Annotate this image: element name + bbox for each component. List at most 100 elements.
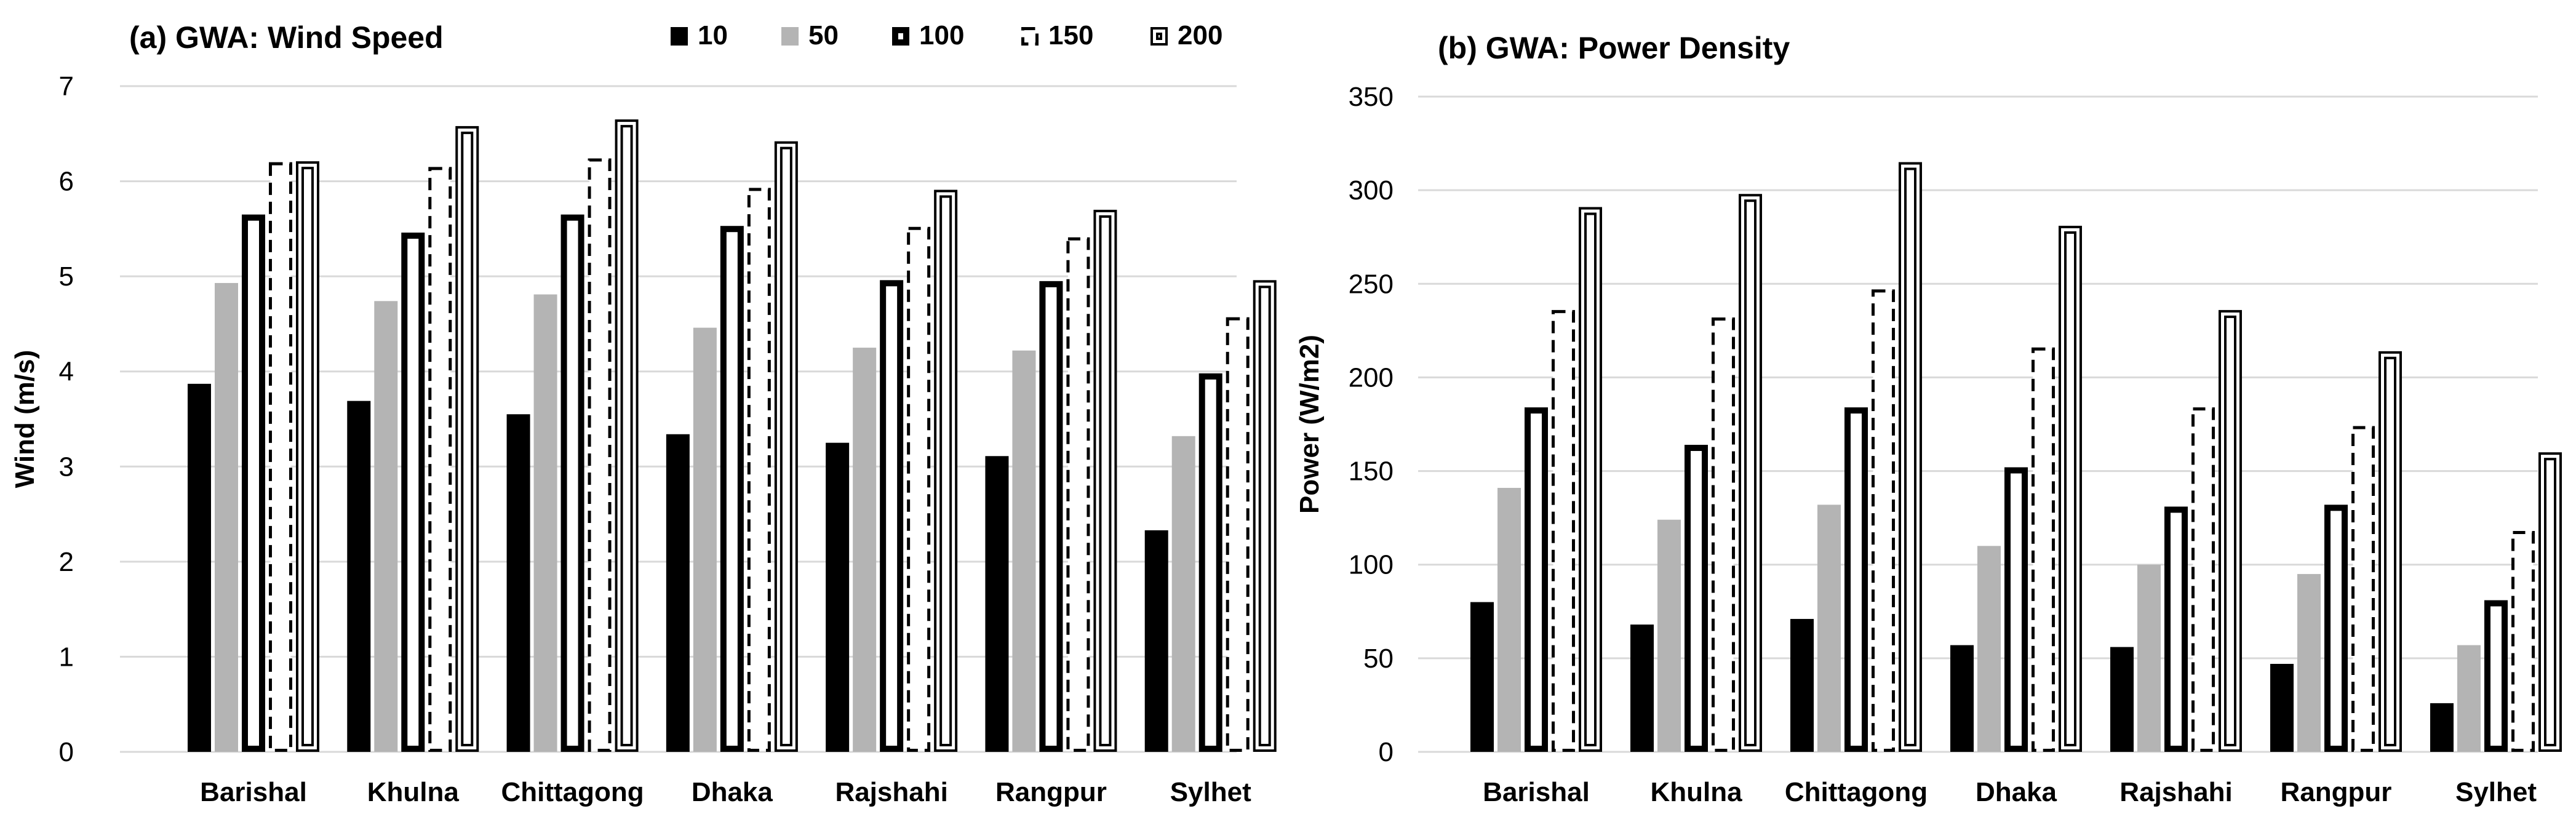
chart-panel-b-bar-chittagong-150 (1872, 289, 1895, 752)
chart-panel-a-bar-rangpur-10-fill (985, 456, 1009, 752)
chart-panel-b-y-tick-100: 100 (1349, 550, 1394, 580)
chart-panel-b-bar-barishal-100 (1525, 407, 1548, 752)
chart-panel-b-x-tick-sylhet: Sylhet (2455, 777, 2537, 807)
legend-item-200: 200 (1150, 20, 1222, 50)
chart-panel-b-title: (b) GWA: Power Density (1438, 31, 1790, 65)
chart-panel-a-bar-sylhet-50-fill (1171, 436, 1195, 752)
chart-panel-a-bar-rangpur-150-outline (1066, 237, 1090, 752)
chart-panel-a-y-tick-0: 0 (59, 737, 74, 767)
chart-panel-a-bar-rajshahi-10 (826, 442, 850, 752)
chart-panel-b-bar-sylhet-50 (2457, 645, 2481, 752)
chart-panel-b-y-tick-150: 150 (1349, 457, 1394, 487)
legend-swatch-200-outer (1150, 27, 1168, 46)
chart-panel-b-bar-chittagong-100-outline (1844, 407, 1868, 752)
chart-panel-b-bar-chittagong-200-outer (1899, 162, 1922, 752)
chart-panel-b-bar-barishal-100-outline (1525, 407, 1548, 752)
chart-panel-b-bar-rajshahi-100-outline (2164, 506, 2188, 752)
chart-panel-b-bar-rangpur-150-outline (2351, 426, 2375, 752)
chart-panel-b-bar-khulna-50 (1657, 519, 1681, 752)
chart-panel-a-bar-rajshahi-100 (880, 280, 904, 752)
chart-panel-b-x-tick-rangpur: Rangpur (2281, 777, 2392, 807)
chart-panel-a-x-tick-rajshahi: Rajshahi (835, 777, 947, 807)
chart-panel-b-bar-khulna-200-outer (1739, 194, 1762, 752)
chart-panel-a-bar-rajshahi-200 (934, 190, 958, 752)
chart-panel-a-bar-khulna-10-fill (347, 401, 371, 752)
chart-panel-a-bar-sylhet-150-outline (1226, 317, 1250, 752)
chart-panel-b-bar-barishal-150 (1552, 309, 1575, 752)
chart-panel-b-bar-sylhet-10-fill (2430, 703, 2454, 752)
chart-panel-a-y-tick-5: 5 (59, 261, 74, 292)
chart-panel-a-bar-chittagong-10-fill (506, 414, 530, 752)
chart-panel-a-bar-khulna-50 (374, 301, 398, 752)
legend-swatch-200-inner (1156, 33, 1162, 40)
chart-panel-b-bar-chittagong-200 (1899, 162, 1922, 752)
chart-panel-b-y-tick-200: 200 (1349, 362, 1394, 393)
chart-panel-b-bar-khulna-100-outline (1685, 444, 1708, 752)
chart-panel-a-y-tick-6: 6 (59, 167, 74, 197)
chart-panel-a-bar-barishal-200 (296, 161, 319, 752)
chart-panel-a-bar-barishal-200-outer (296, 161, 319, 752)
chart-panel-b-bar-dhaka-100 (2004, 467, 2028, 752)
chart-panel-a-x-tick-rangpur: Rangpur (995, 777, 1107, 807)
chart-panel-a-bar-chittagong-50-fill (533, 294, 557, 752)
chart-panel-a-bar-sylhet-200 (1253, 280, 1277, 752)
chart-panel-b-bar-rangpur-100 (2324, 505, 2348, 752)
chart-panel-b-bar-rajshahi-50-fill (2137, 564, 2161, 752)
legend-item-50: 50 (781, 20, 839, 50)
chart-panel-b-bar-sylhet-200-inner (2544, 458, 2556, 747)
chart-panel-a-bar-dhaka-100-outline (720, 226, 744, 752)
chart-panel-a-bar-chittagong-10 (506, 414, 530, 752)
chart-panel-a-bar-khulna-200-inner (461, 131, 474, 747)
chart-panel-a-bar-barishal-200-inner (301, 167, 314, 746)
chart-panel-a-bar-rangpur-100 (1039, 281, 1063, 752)
chart-panel-a-bar-chittagong-50 (533, 294, 557, 752)
legend: 10 50 100 150 200 (671, 20, 1222, 50)
chart-panel-a-bar-barishal-50 (215, 282, 238, 752)
chart-panel-b-bar-chittagong-100 (1844, 407, 1868, 752)
chart-panel-a-bar-barishal-100 (242, 214, 265, 752)
chart-panel-b-bar-chittagong-50-fill (1817, 505, 1841, 752)
chart-panel-a-bar-rajshahi-10-fill (826, 442, 850, 752)
chart-panel-a-bar-barishal-50-fill (215, 282, 238, 752)
chart-panel-b-bar-sylhet-200-outer (2538, 452, 2562, 752)
chart-panel-a-bar-rajshahi-50 (853, 348, 877, 752)
legend-swatch-150 (1021, 27, 1039, 46)
legend-swatch-200 (1150, 27, 1168, 46)
chart-panel-b: (b) GWA: Power Density Power (W/m2) 0 50 100… (1294, 31, 2562, 807)
chart-panel-a: (a) GWA: Wind Speed Wind (m/s) 0 1 2 3 4 5 6 7 Bar… (10, 20, 1277, 807)
chart-panel-a-y-tick-2: 2 (59, 547, 74, 577)
chart-panel-a-bar-rangpur-100-outline (1039, 281, 1063, 752)
chart-panel-b-bar-rajshahi-100 (2164, 506, 2188, 752)
chart-panel-a-bar-dhaka-150 (747, 188, 771, 752)
chart-panel-a-bar-rajshahi-50-fill (853, 348, 877, 752)
chart-panel-a-bar-chittagong-150 (588, 158, 612, 752)
legend-swatch-100 (892, 27, 909, 46)
chart-panel-a-bar-khulna-100-outline (401, 233, 425, 752)
chart-panel-b-bar-barishal-10 (1470, 602, 1494, 752)
chart-panel-a-x-tick-sylhet: Sylhet (1170, 777, 1251, 807)
chart-panel-a-y-tick-7: 7 (59, 71, 74, 102)
chart-panel-a-bar-chittagong-100-outline (560, 214, 584, 752)
chart-panel-a-bar-sylhet-50 (1171, 436, 1195, 752)
chart-panel-b-bar-khulna-100 (1685, 444, 1708, 752)
chart-panel-b-x-tick-barishal: Barishal (1483, 777, 1590, 807)
chart-panel-b-bar-barishal-10-fill (1470, 602, 1494, 752)
chart-panel-b-bar-sylhet-150-outline (2511, 530, 2535, 752)
chart-panel-b-bar-chittagong-200-inner (1904, 167, 1916, 746)
chart-panel-a-bar-dhaka-200 (774, 141, 798, 752)
legend-item-150: 150 (1021, 20, 1093, 50)
chart-panel-a-bar-rangpur-50-fill (1012, 350, 1036, 752)
chart-panel-b-bar-rangpur-200-inner (2384, 356, 2396, 746)
chart-panel-b-bar-chittagong-10-fill (1790, 618, 1814, 752)
chart-panel-b-bar-khulna-200-inner (1744, 199, 1757, 746)
chart-panel-a-bar-barishal-10 (188, 383, 211, 752)
chart-panel-a-bar-chittagong-200 (615, 119, 639, 752)
chart-panel-b-bar-rangpur-10 (2270, 663, 2294, 752)
chart-panel-a-y-tick-4: 4 (59, 357, 74, 387)
chart-panel-b-y-axis-label: Power (W/m2) (1294, 335, 1325, 514)
chart-panel-a-bar-rangpur-200-outer (1093, 209, 1117, 752)
legend-item-100: 100 (892, 20, 964, 50)
chart-panel-b-bar-khulna-50-fill (1657, 519, 1681, 752)
chart-panel-b-bar-khulna-150-outline (1712, 317, 1735, 752)
